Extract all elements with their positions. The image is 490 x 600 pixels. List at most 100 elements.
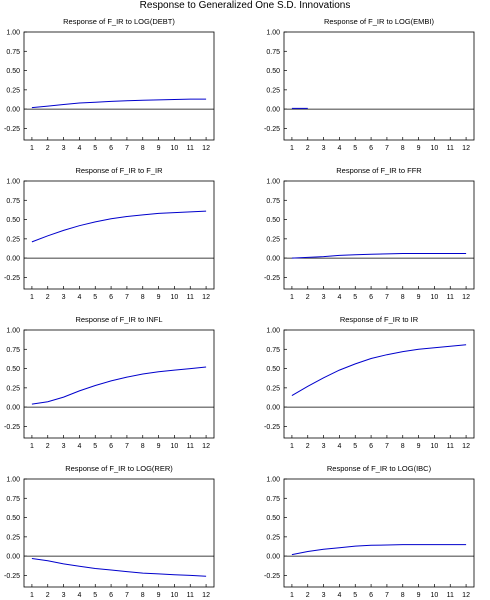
x-tick-label: 6: [109, 592, 113, 599]
x-tick-label: 5: [353, 592, 357, 599]
x-tick-label: 5: [353, 294, 357, 301]
x-tick-label: 11: [447, 145, 454, 152]
x-tick-label: 12: [462, 145, 470, 152]
panel-5: Response of F_IR to INFL 1.00 0.75 0.50 0.25…: [4, 315, 215, 450]
x-tick-label: 5: [353, 145, 357, 152]
y-tick-label: 0.50: [6, 217, 20, 224]
x-tick-label: 9: [157, 294, 161, 301]
y-tick-label: 0.00: [6, 256, 20, 263]
x-tick-label: 5: [93, 592, 97, 599]
x-tick-label: 11: [447, 294, 454, 301]
x-tick-label: 3: [62, 592, 66, 599]
x-tick-label: 4: [77, 443, 81, 450]
x-tick-label: 1: [30, 592, 34, 599]
x-tick-label: 4: [337, 592, 341, 599]
x-tick-label: 5: [93, 443, 97, 450]
x-tick-label: 8: [141, 443, 145, 450]
y-tick-label: 0.25: [266, 385, 280, 392]
y-tick-label: 0.00: [6, 107, 20, 114]
y-tick-label: 0.50: [266, 515, 280, 522]
x-tick-label: 7: [385, 592, 389, 599]
x-tick-label: 4: [77, 592, 81, 599]
x-tick-label: 11: [187, 294, 194, 301]
y-tick-label: -0.25: [264, 424, 280, 431]
plot-frame: [283, 31, 475, 141]
x-tick-label: 2: [46, 592, 50, 599]
y-tick-label: -0.25: [4, 424, 20, 431]
y-tick-label: 1.00: [6, 30, 20, 37]
plot-frame: [283, 329, 475, 439]
y-tick-label: 0.50: [266, 217, 280, 224]
response-line: [31, 98, 207, 109]
x-tick-label: 1: [290, 145, 294, 152]
figure-title: Response to Generalized One S.D. Innovat…: [139, 0, 351, 11]
plot-frame: [23, 31, 215, 141]
panel-title: Response of F_IR to LOG(IBC): [327, 464, 432, 473]
y-tick-label: 0.25: [6, 236, 20, 243]
panel-1: Response of F_IR to LOG(DEBT) 1.00 0.75 0.5…: [4, 17, 215, 152]
y-tick-label: 0.00: [266, 554, 280, 561]
x-tick-label: 8: [401, 294, 405, 301]
y-tick-label: -0.25: [4, 573, 20, 580]
x-tick-label: 7: [125, 592, 129, 599]
x-tick-label: 6: [369, 443, 373, 450]
x-tick-label: 4: [77, 294, 81, 301]
x-tick-label: 3: [62, 443, 66, 450]
x-tick-label: 2: [46, 294, 50, 301]
x-tick-label: 3: [322, 592, 326, 599]
x-tick-label: 9: [157, 592, 161, 599]
x-tick-label: 5: [353, 443, 357, 450]
x-tick-label: 10: [431, 145, 439, 152]
panel-title: Response of F_IR to FFR: [336, 166, 422, 175]
panel-title: Response of F_IR to LOG(DEBT): [63, 17, 175, 26]
x-tick-label: 8: [401, 443, 405, 450]
x-tick-label: 9: [417, 294, 421, 301]
y-tick-label: -0.25: [264, 126, 280, 133]
y-tick-label: 0.75: [6, 347, 20, 354]
y-tick-label: 0.25: [266, 87, 280, 94]
x-tick-label: 1: [30, 294, 34, 301]
y-tick-label: 0.75: [266, 49, 280, 56]
x-tick-label: 12: [462, 443, 470, 450]
panel-7: Response of F_IR to LOG(RER) 1.00 0.75 0.50…: [4, 464, 215, 599]
y-tick-label: 1.00: [266, 179, 280, 186]
x-tick-label: 10: [171, 145, 179, 152]
y-tick-label: 0.00: [266, 256, 280, 263]
y-tick-label: 0.25: [6, 534, 20, 541]
y-tick-label: 0.75: [266, 496, 280, 503]
x-tick-label: 8: [141, 294, 145, 301]
plot-frame: [23, 180, 215, 290]
x-tick-label: 9: [417, 443, 421, 450]
y-tick-label: 0.50: [6, 68, 20, 75]
response-line: [31, 366, 207, 405]
y-tick-label: 0.00: [266, 405, 280, 412]
x-tick-label: 8: [401, 592, 405, 599]
x-tick-label: 2: [306, 443, 310, 450]
panel-3: Response of F_IR to F_IR 1.00 0.75 0.50 0.25…: [4, 166, 215, 301]
x-tick-label: 1: [30, 145, 34, 152]
x-tick-label: 3: [62, 294, 66, 301]
y-tick-label: 0.50: [6, 366, 20, 373]
x-tick-label: 2: [306, 294, 310, 301]
y-tick-label: 0.25: [6, 87, 20, 94]
y-tick-label: -0.25: [264, 275, 280, 282]
x-tick-label: 10: [431, 294, 439, 301]
x-tick-label: 7: [385, 443, 389, 450]
plot-frame: [283, 478, 475, 588]
y-tick-label: 0.50: [266, 366, 280, 373]
x-tick-label: 11: [187, 145, 194, 152]
x-tick-label: 4: [337, 443, 341, 450]
x-tick-label: 5: [93, 145, 97, 152]
panel-2: Response of F_IR to LOG(EMBI) 1.00 0.75 0.5…: [264, 17, 475, 152]
y-tick-label: 1.00: [266, 477, 280, 484]
y-tick-label: 0.00: [6, 554, 20, 561]
y-tick-label: 0.75: [266, 198, 280, 205]
x-tick-label: 12: [202, 294, 210, 301]
x-tick-label: 9: [157, 145, 161, 152]
x-tick-label: 6: [369, 592, 373, 599]
x-tick-label: 12: [462, 294, 470, 301]
x-tick-label: 3: [322, 294, 326, 301]
x-tick-label: 6: [109, 145, 113, 152]
x-tick-label: 4: [77, 145, 81, 152]
x-tick-label: 9: [417, 592, 421, 599]
